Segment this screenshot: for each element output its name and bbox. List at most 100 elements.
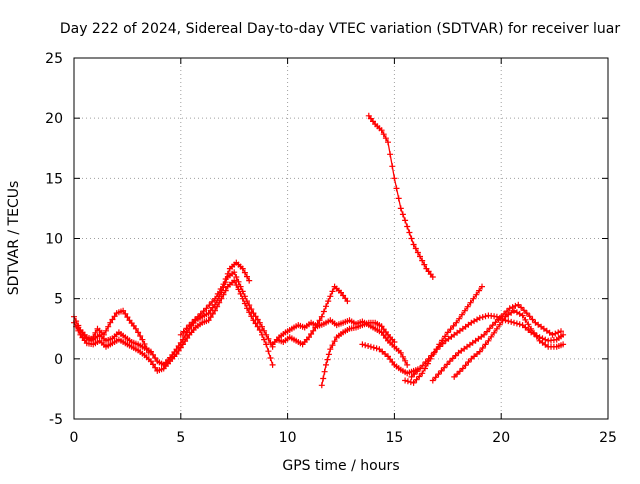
data-point xyxy=(552,330,559,337)
data-point xyxy=(267,355,274,361)
data-point xyxy=(382,135,389,142)
data-point xyxy=(248,306,255,313)
data-point xyxy=(241,269,248,276)
series-arc-5 xyxy=(269,317,411,368)
data-point xyxy=(399,353,406,360)
data-point xyxy=(404,378,411,385)
data-point xyxy=(370,344,377,351)
data-point xyxy=(312,324,319,331)
data-point xyxy=(105,323,112,330)
series-arc-8 xyxy=(365,112,436,280)
y-tick-label: 25 xyxy=(45,51,63,67)
data-point xyxy=(92,329,99,336)
data-point xyxy=(137,333,144,339)
data-point xyxy=(194,313,201,320)
series-line xyxy=(404,285,483,384)
data-point xyxy=(179,341,186,348)
data-point xyxy=(224,270,231,277)
data-point xyxy=(528,325,535,332)
y-tick-label: 0 xyxy=(54,352,63,368)
data-point xyxy=(456,368,463,375)
data-point xyxy=(404,361,411,368)
data-point xyxy=(493,325,500,332)
data-point xyxy=(378,127,385,134)
data-point xyxy=(269,361,276,368)
data-point xyxy=(421,261,428,268)
data-point xyxy=(122,310,129,317)
y-axis-label: SDTVAR / TECUs xyxy=(6,181,22,296)
data-point xyxy=(252,320,259,327)
data-point xyxy=(214,290,221,297)
x-tick-label: 10 xyxy=(279,430,297,446)
data-point xyxy=(308,331,315,337)
data-point xyxy=(145,349,152,356)
data-point xyxy=(417,365,423,372)
series-line xyxy=(180,261,250,336)
data-point xyxy=(411,371,418,378)
data-point xyxy=(318,382,325,389)
data-point xyxy=(479,314,486,321)
data-point xyxy=(331,338,338,345)
data-point xyxy=(416,373,423,380)
series-arc-11 xyxy=(408,312,567,380)
data-point xyxy=(444,361,451,368)
data-point xyxy=(414,368,421,375)
data-point xyxy=(365,343,372,349)
data-point xyxy=(200,308,207,315)
data-point xyxy=(244,305,250,312)
data-point xyxy=(327,293,334,300)
y-tick-label: 15 xyxy=(45,171,63,187)
data-point xyxy=(367,343,374,350)
data-point xyxy=(173,351,180,357)
data-point xyxy=(216,299,223,306)
data-point xyxy=(320,375,327,382)
data-point xyxy=(407,379,414,386)
data-point xyxy=(450,322,457,329)
data-point xyxy=(397,349,404,356)
data-point xyxy=(410,241,417,248)
data-point xyxy=(306,334,312,341)
data-point xyxy=(209,298,216,305)
data-point xyxy=(100,331,107,338)
data-point xyxy=(147,358,154,365)
data-point xyxy=(209,310,216,317)
data-point xyxy=(237,290,244,297)
data-point xyxy=(120,307,127,314)
data-point xyxy=(515,301,522,308)
series-line xyxy=(276,285,349,346)
data-point xyxy=(265,335,272,342)
data-point xyxy=(380,131,387,138)
data-point xyxy=(523,310,530,317)
data-point xyxy=(141,341,148,347)
data-point xyxy=(459,311,465,318)
data-point xyxy=(529,316,536,323)
data-point xyxy=(143,345,150,352)
data-point xyxy=(560,331,567,338)
data-point xyxy=(413,376,420,383)
data-point xyxy=(432,374,439,381)
data-series xyxy=(71,112,567,389)
data-point xyxy=(518,304,525,311)
data-point xyxy=(327,346,334,353)
data-point xyxy=(220,281,227,288)
data-point xyxy=(485,337,492,344)
data-point xyxy=(408,373,415,380)
data-point xyxy=(233,282,240,288)
data-point xyxy=(533,333,540,340)
data-point xyxy=(412,245,419,252)
data-point xyxy=(429,377,436,384)
data-point xyxy=(261,327,268,334)
data-point xyxy=(465,359,472,365)
data-point xyxy=(183,325,190,332)
data-point xyxy=(444,329,451,336)
data-point xyxy=(476,348,483,355)
data-point xyxy=(256,327,263,333)
data-point xyxy=(521,307,527,314)
series-arc-1 xyxy=(71,269,276,368)
data-point xyxy=(77,327,84,334)
data-point xyxy=(359,341,366,348)
data-point xyxy=(499,317,506,324)
data-point xyxy=(402,357,409,364)
series-arc-6 xyxy=(273,283,351,348)
